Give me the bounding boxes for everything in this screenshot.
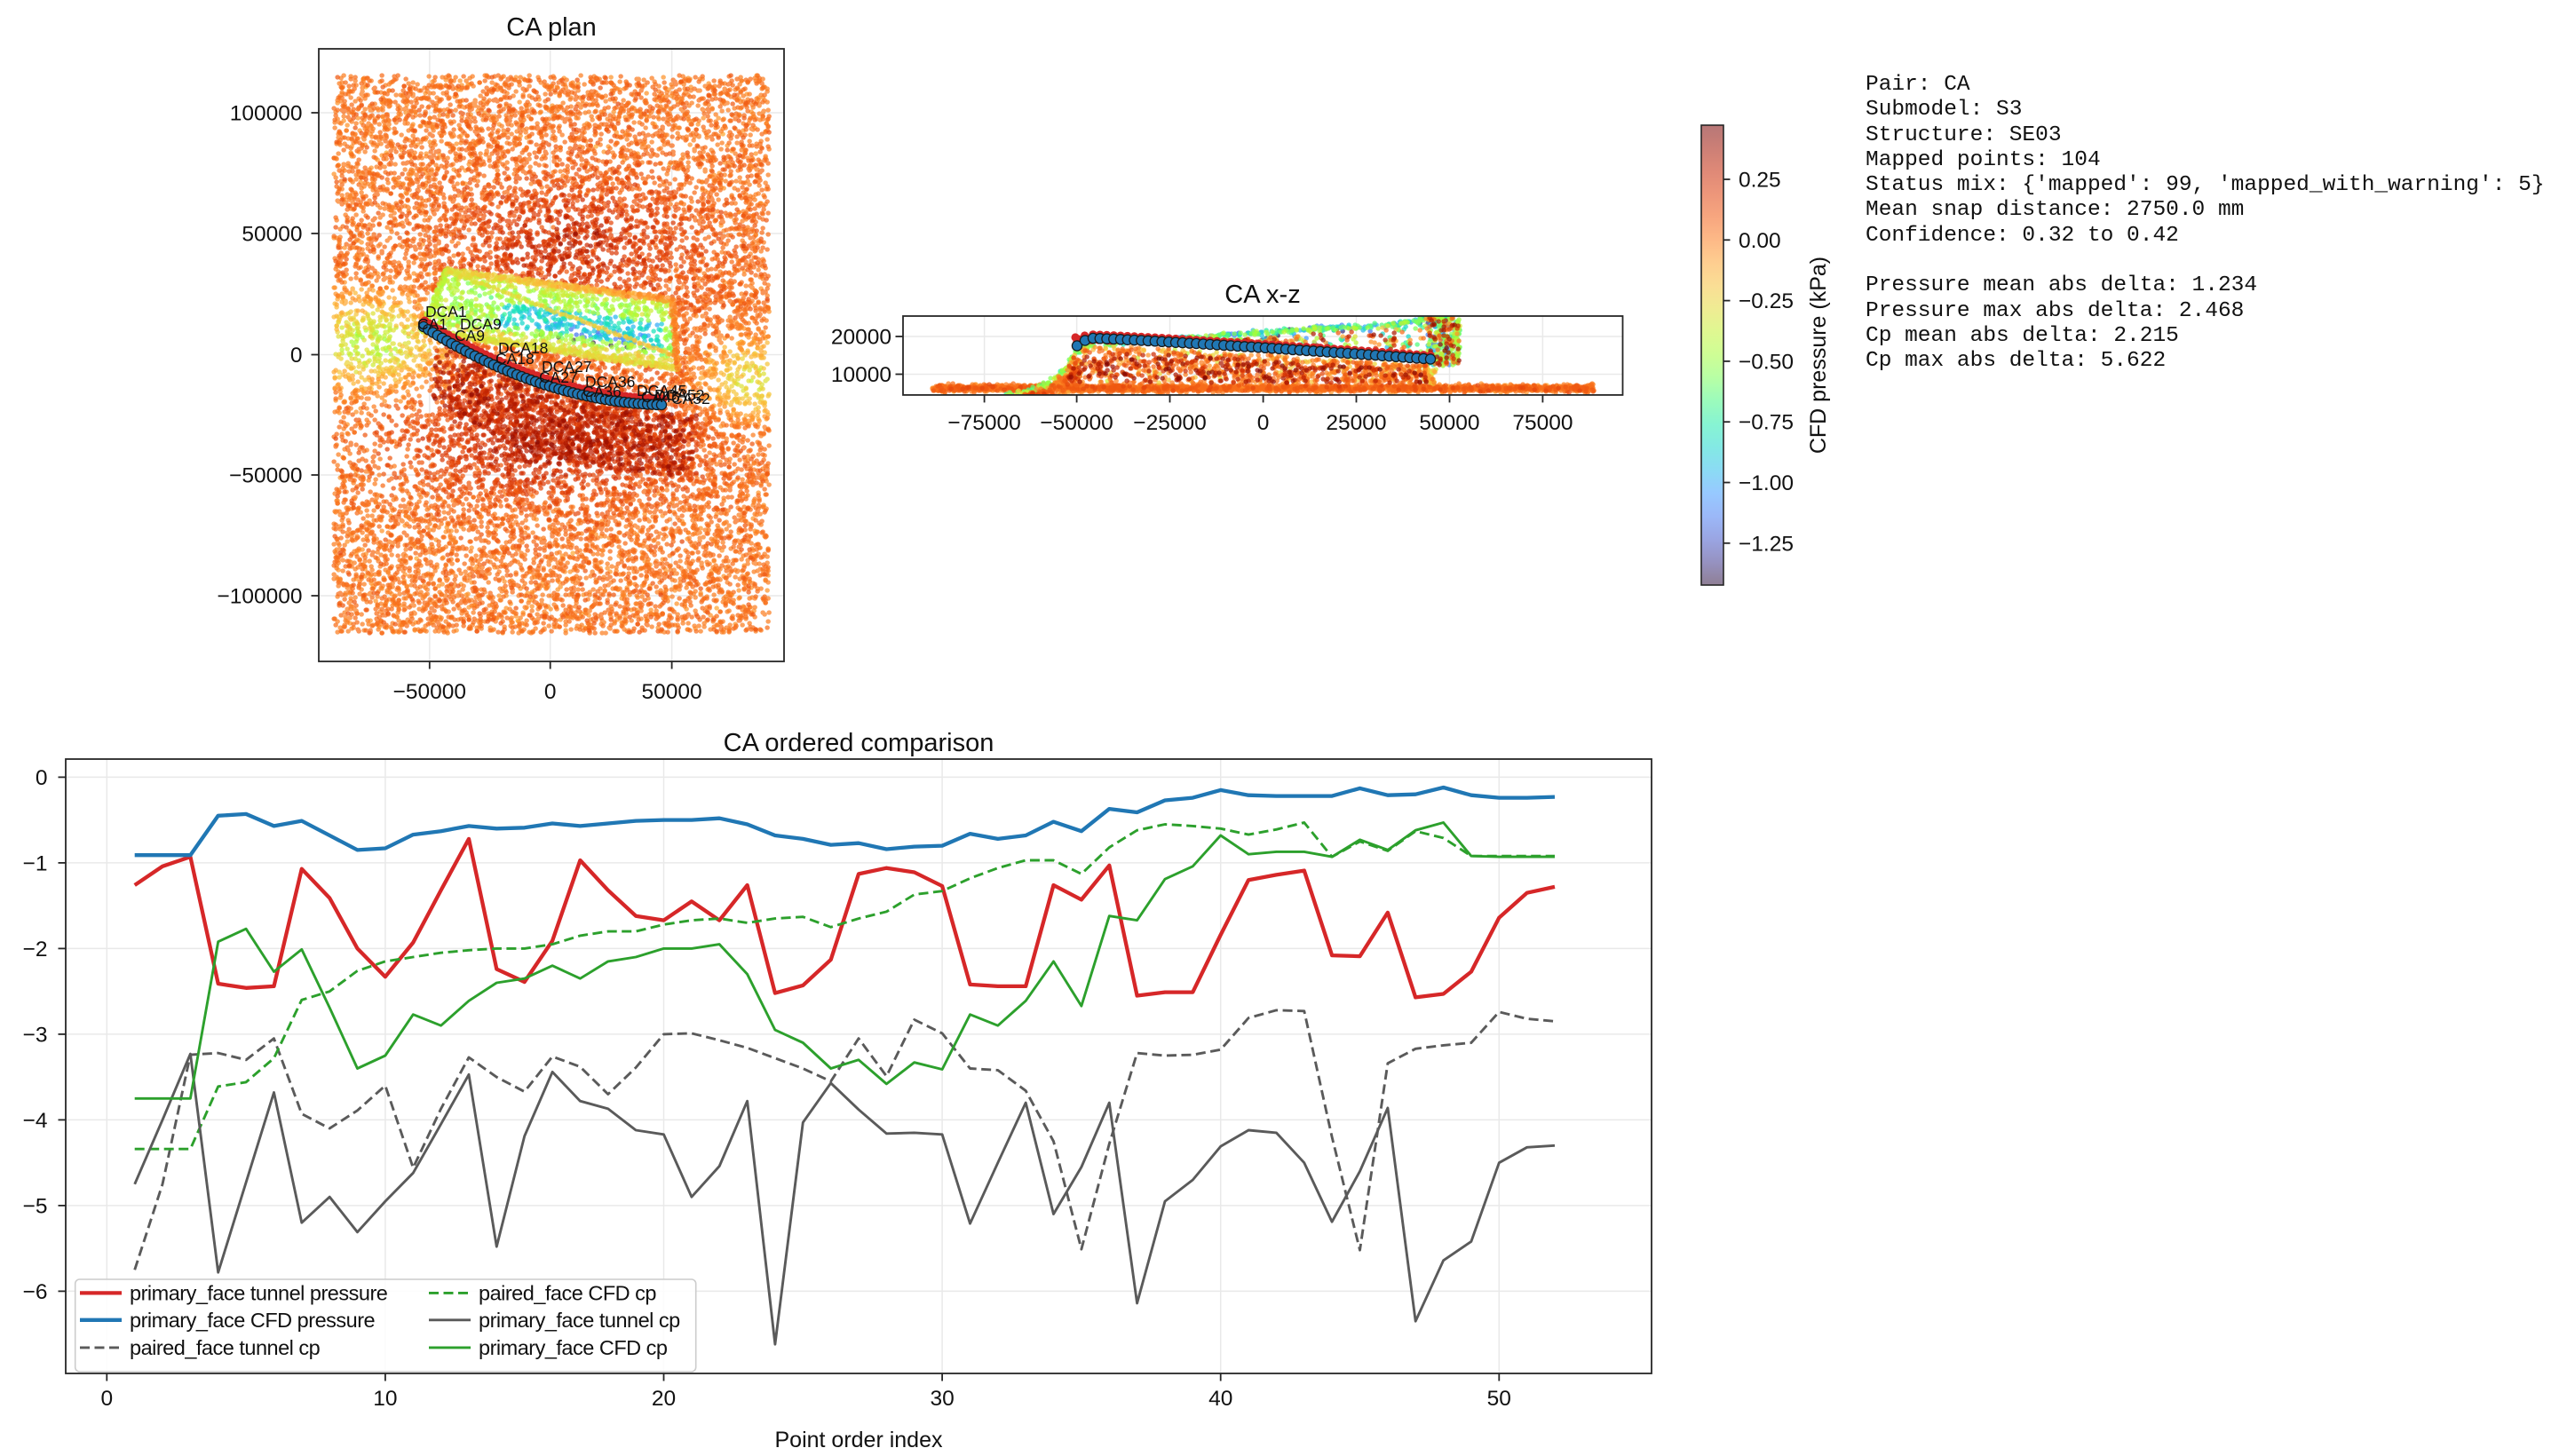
svg-text:0: 0 [290, 344, 303, 368]
svg-text:10000: 10000 [831, 363, 891, 387]
svg-text:50000: 50000 [242, 223, 302, 247]
svg-text:0: 0 [36, 766, 48, 790]
svg-text:10: 10 [373, 1387, 397, 1411]
svg-text:DCA52: DCA52 [654, 386, 704, 404]
svg-text:−1.25: −1.25 [1739, 532, 1794, 556]
svg-text:−5: −5 [23, 1194, 48, 1218]
svg-text:−4: −4 [23, 1109, 48, 1133]
svg-text:−0.50: −0.50 [1739, 350, 1794, 374]
svg-text:0: 0 [100, 1387, 113, 1411]
svg-text:75000: 75000 [1512, 411, 1573, 435]
svg-text:CA27: CA27 [539, 368, 578, 386]
svg-text:25000: 25000 [1326, 411, 1386, 435]
svg-text:20000: 20000 [831, 326, 891, 350]
svg-text:−0.75: −0.75 [1739, 411, 1794, 435]
svg-text:DCA9: DCA9 [460, 315, 502, 333]
svg-text:−50000: −50000 [229, 464, 302, 488]
svg-text:40: 40 [1208, 1387, 1232, 1411]
svg-text:primary_face CFD pressure: primary_face CFD pressure [130, 1309, 376, 1332]
svg-text:DCA27: DCA27 [542, 358, 591, 376]
svg-text:DCA45: DCA45 [637, 382, 686, 400]
svg-text:primary_face tunnel pressure: primary_face tunnel pressure [130, 1281, 388, 1304]
svg-text:0: 0 [544, 680, 557, 704]
svg-text:100000: 100000 [230, 102, 303, 126]
svg-text:−6: −6 [23, 1280, 48, 1304]
svg-text:−50000: −50000 [393, 680, 466, 704]
svg-text:CA18: CA18 [495, 350, 535, 368]
svg-text:0.00: 0.00 [1739, 229, 1781, 253]
svg-text:−0.25: −0.25 [1739, 289, 1794, 313]
svg-text:CA45: CA45 [641, 388, 680, 406]
svg-text:CFD pressure (kPa): CFD pressure (kPa) [1806, 257, 1831, 454]
svg-text:−3: −3 [23, 1023, 48, 1047]
svg-text:−2: −2 [23, 938, 48, 961]
svg-text:−50000: −50000 [1040, 411, 1113, 435]
svg-text:DCA18: DCA18 [498, 339, 548, 357]
svg-text:20: 20 [652, 1387, 676, 1411]
svg-text:−1.00: −1.00 [1739, 471, 1794, 495]
svg-text:−100000: −100000 [217, 585, 302, 609]
svg-text:CA9: CA9 [455, 327, 485, 344]
svg-text:paired_face tunnel cp: paired_face tunnel cp [130, 1336, 321, 1359]
svg-text:50000: 50000 [642, 680, 702, 704]
svg-text:primary_face CFD cp: primary_face CFD cp [479, 1336, 668, 1359]
svg-text:0.25: 0.25 [1739, 169, 1781, 193]
svg-text:primary_face tunnel cp: primary_face tunnel cp [479, 1309, 680, 1332]
svg-text:−75000: −75000 [947, 411, 1020, 435]
svg-text:30: 30 [930, 1387, 954, 1411]
svg-text:50000: 50000 [1419, 411, 1479, 435]
svg-text:0: 0 [1257, 411, 1270, 435]
svg-text:paired_face CFD cp: paired_face CFD cp [479, 1281, 656, 1304]
svg-text:DCA1: DCA1 [425, 303, 467, 320]
svg-text:−25000: −25000 [1133, 411, 1206, 435]
svg-text:CA36: CA36 [582, 383, 622, 400]
svg-text:DCA36: DCA36 [585, 373, 635, 391]
svg-text:CA1: CA1 [417, 315, 448, 333]
svg-text:CA x-z: CA x-z [1224, 281, 1300, 309]
svg-text:CA plan: CA plan [506, 13, 597, 42]
svg-text:−1: −1 [23, 851, 48, 875]
svg-text:Point order index: Point order index [774, 1428, 943, 1452]
svg-text:CA ordered comparison: CA ordered comparison [724, 729, 994, 757]
svg-text:CA52: CA52 [671, 390, 710, 408]
svg-text:50: 50 [1487, 1387, 1511, 1411]
